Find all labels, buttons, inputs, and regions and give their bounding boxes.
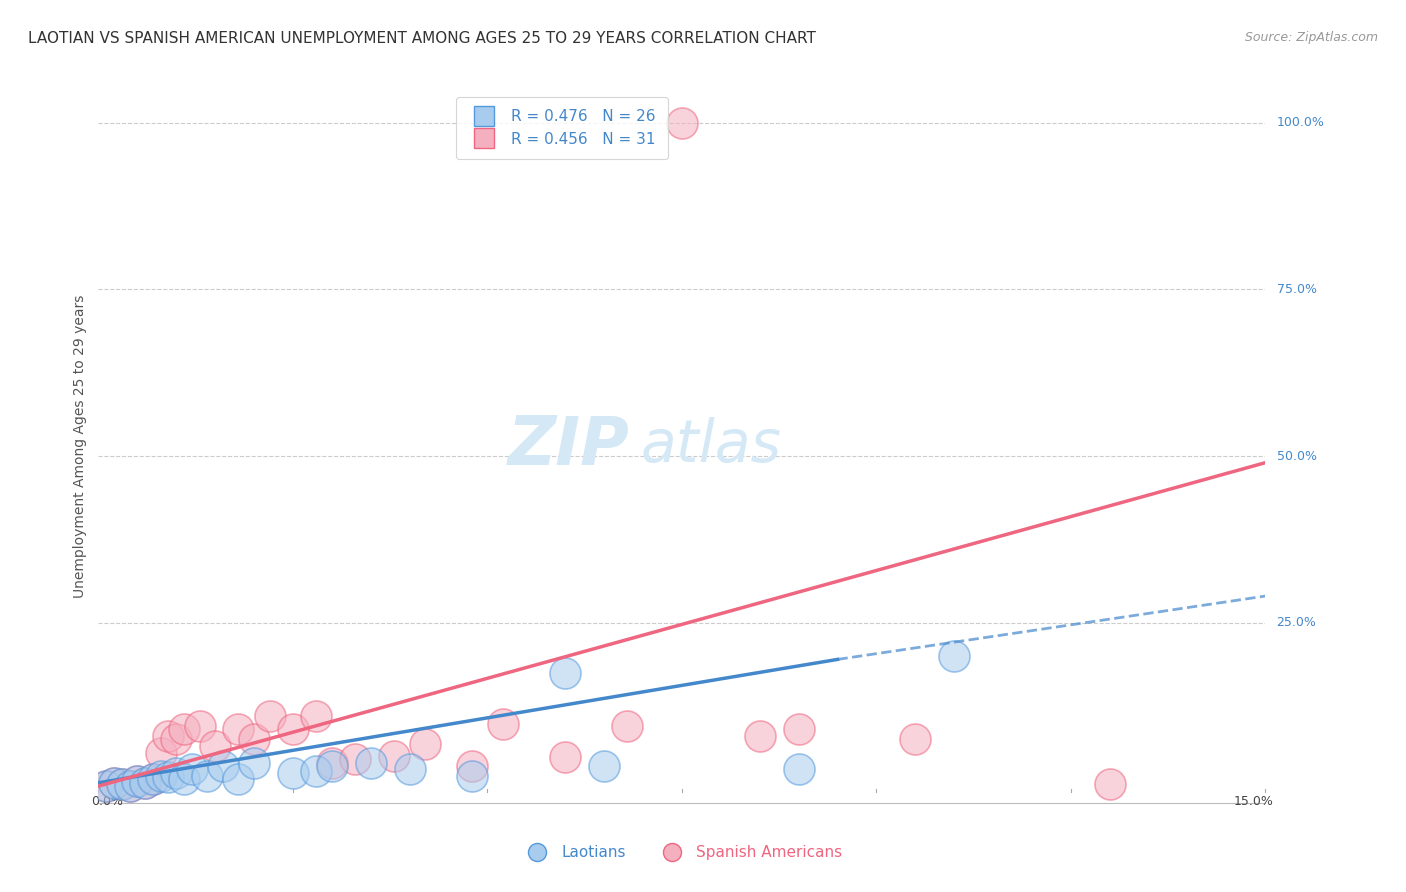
- Point: [157, 729, 180, 743]
- Point: [188, 719, 211, 733]
- Point: [904, 732, 927, 747]
- Point: [134, 776, 156, 790]
- Point: [142, 772, 165, 787]
- Point: [195, 769, 218, 783]
- Point: [111, 777, 134, 791]
- Point: [671, 115, 693, 129]
- Point: [787, 763, 810, 777]
- Point: [212, 759, 235, 773]
- Text: 0.0%: 0.0%: [90, 795, 122, 808]
- Point: [413, 737, 436, 751]
- Point: [157, 771, 180, 785]
- Legend: Laotians, Spanish Americans: Laotians, Spanish Americans: [516, 839, 848, 866]
- Point: [382, 749, 405, 764]
- Point: [243, 756, 266, 770]
- Point: [134, 776, 156, 790]
- Point: [281, 765, 304, 780]
- Text: 100.0%: 100.0%: [1277, 116, 1324, 129]
- Point: [118, 779, 141, 793]
- Point: [1098, 777, 1121, 791]
- Point: [142, 772, 165, 787]
- Point: [127, 774, 149, 789]
- Point: [593, 759, 616, 773]
- Point: [281, 723, 304, 737]
- Point: [492, 717, 515, 731]
- Point: [180, 763, 202, 777]
- Point: [461, 759, 484, 773]
- Point: [149, 769, 172, 783]
- Point: [305, 709, 328, 723]
- Point: [321, 756, 343, 770]
- Point: [554, 665, 576, 680]
- Point: [204, 739, 226, 753]
- Point: [127, 774, 149, 789]
- Text: Source: ZipAtlas.com: Source: ZipAtlas.com: [1244, 31, 1378, 45]
- Text: 50.0%: 50.0%: [1277, 450, 1316, 463]
- Point: [111, 777, 134, 791]
- Point: [305, 764, 328, 778]
- Point: [344, 752, 367, 766]
- Point: [398, 763, 420, 777]
- Point: [748, 729, 770, 743]
- Point: [228, 772, 250, 787]
- Point: [173, 772, 195, 787]
- Text: ZIP: ZIP: [508, 413, 630, 479]
- Point: [103, 776, 125, 790]
- Text: 25.0%: 25.0%: [1277, 616, 1316, 629]
- Point: [165, 765, 187, 780]
- Point: [461, 769, 484, 783]
- Point: [228, 723, 250, 737]
- Point: [554, 750, 576, 764]
- Point: [243, 732, 266, 747]
- Point: [165, 732, 187, 747]
- Text: 15.0%: 15.0%: [1233, 795, 1274, 808]
- Point: [616, 719, 638, 733]
- Point: [259, 709, 281, 723]
- Point: [173, 723, 195, 737]
- Point: [943, 649, 966, 664]
- Text: LAOTIAN VS SPANISH AMERICAN UNEMPLOYMENT AMONG AGES 25 TO 29 YEARS CORRELATION C: LAOTIAN VS SPANISH AMERICAN UNEMPLOYMENT…: [28, 31, 815, 46]
- Point: [321, 759, 343, 773]
- Point: [360, 756, 382, 770]
- Y-axis label: Unemployment Among Ages 25 to 29 years: Unemployment Among Ages 25 to 29 years: [73, 294, 87, 598]
- Point: [96, 779, 118, 793]
- Text: 75.0%: 75.0%: [1277, 283, 1316, 296]
- Point: [149, 746, 172, 760]
- Point: [787, 723, 810, 737]
- Point: [96, 779, 118, 793]
- Point: [118, 779, 141, 793]
- Point: [103, 776, 125, 790]
- Text: atlas: atlas: [641, 417, 782, 475]
